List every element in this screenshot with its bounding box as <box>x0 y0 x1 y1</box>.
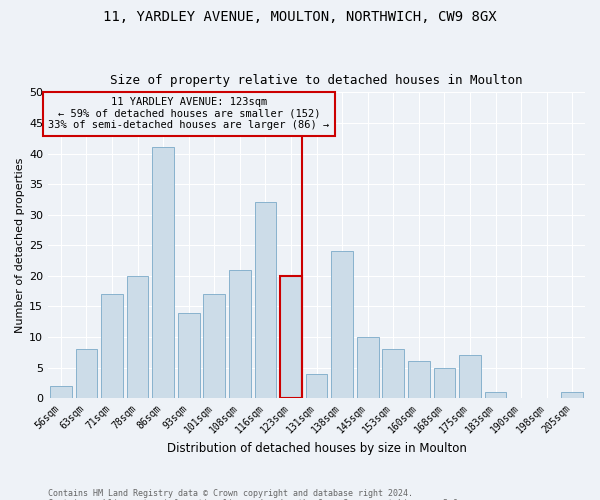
Bar <box>229 270 251 398</box>
Bar <box>127 276 148 398</box>
Bar <box>382 350 404 398</box>
Bar <box>101 294 123 398</box>
Text: Contains HM Land Registry data © Crown copyright and database right 2024.: Contains HM Land Registry data © Crown c… <box>48 488 413 498</box>
Bar <box>280 276 302 398</box>
Y-axis label: Number of detached properties: Number of detached properties <box>15 158 25 333</box>
Bar <box>76 350 97 398</box>
Bar <box>562 392 583 398</box>
Bar <box>408 362 430 398</box>
Bar <box>178 312 200 398</box>
Bar <box>485 392 506 398</box>
Bar <box>459 356 481 398</box>
Bar <box>331 252 353 398</box>
Bar <box>50 386 72 398</box>
X-axis label: Distribution of detached houses by size in Moulton: Distribution of detached houses by size … <box>167 442 467 455</box>
Bar <box>203 294 225 398</box>
Title: Size of property relative to detached houses in Moulton: Size of property relative to detached ho… <box>110 74 523 87</box>
Text: 11, YARDLEY AVENUE, MOULTON, NORTHWICH, CW9 8GX: 11, YARDLEY AVENUE, MOULTON, NORTHWICH, … <box>103 10 497 24</box>
Text: 11 YARDLEY AVENUE: 123sqm
← 59% of detached houses are smaller (152)
33% of semi: 11 YARDLEY AVENUE: 123sqm ← 59% of detac… <box>48 97 329 130</box>
Text: Contains public sector information licensed under the Open Government Licence v3: Contains public sector information licen… <box>48 498 463 500</box>
Bar <box>357 337 379 398</box>
Bar <box>152 148 174 398</box>
Bar <box>434 368 455 398</box>
Bar <box>254 202 277 398</box>
Bar <box>306 374 328 398</box>
